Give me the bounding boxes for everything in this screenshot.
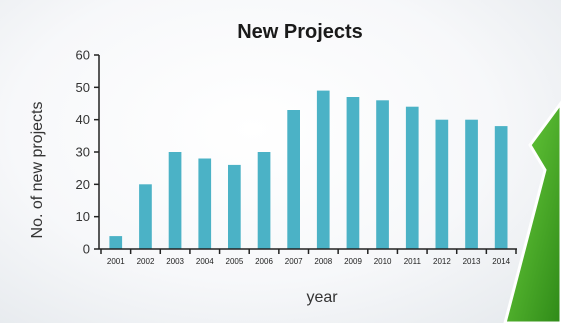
y-tick-label: 50	[76, 80, 90, 95]
x-ticks-group: 2001 2002 2003 2004 2005 2006 2007 2008 2009 2010…	[100, 249, 517, 266]
x-tick-label: 2004	[196, 257, 214, 266]
y-axis-title: No. of new projects	[29, 102, 46, 239]
y-ticks-group: 0 10 20 30 40 50 60	[76, 48, 99, 257]
y-tick-label: 10	[76, 209, 90, 224]
y-tick-label: 30	[76, 145, 90, 160]
x-axis-title: year	[306, 289, 338, 306]
decorative-arrow-icon	[503, 100, 561, 323]
x-tick-label: 2001	[107, 257, 125, 266]
x-tick-label: 2005	[226, 257, 244, 266]
bar-2013	[465, 119, 478, 249]
x-tick-label: 2012	[433, 257, 451, 266]
x-tick-label: 2007	[285, 257, 303, 266]
bar-2002	[139, 184, 152, 249]
x-tick-label: 2002	[137, 257, 155, 266]
y-tick-label: 0	[83, 242, 90, 257]
bar-2014	[494, 126, 508, 249]
y-tick-label: 20	[76, 177, 90, 192]
y-tick-label: 60	[76, 48, 90, 63]
bar-2003	[168, 152, 182, 249]
bar-2010	[376, 100, 389, 249]
bar-2005	[228, 164, 241, 249]
x-tick-label: 2011	[404, 257, 422, 266]
chart-title: New Projects	[237, 21, 363, 43]
y-tick-label: 40	[76, 112, 90, 127]
x-tick-label: 2006	[255, 257, 273, 266]
x-tick-label: 2003	[166, 257, 184, 266]
bar-2011	[405, 106, 419, 249]
bar-2008	[316, 90, 330, 249]
bars-group	[109, 90, 508, 249]
x-tick-label: 2010	[374, 257, 392, 266]
bar-2006	[257, 152, 271, 249]
bar-2004	[198, 158, 212, 249]
bar-2007	[287, 110, 300, 249]
bar-2009	[346, 97, 360, 249]
x-tick-label: 2009	[344, 257, 362, 266]
x-tick-label: 2008	[314, 257, 332, 266]
bar-2012	[435, 119, 449, 249]
bar-2001	[109, 236, 123, 249]
x-tick-label: 2014	[492, 257, 510, 266]
x-tick-label: 2013	[463, 257, 481, 266]
